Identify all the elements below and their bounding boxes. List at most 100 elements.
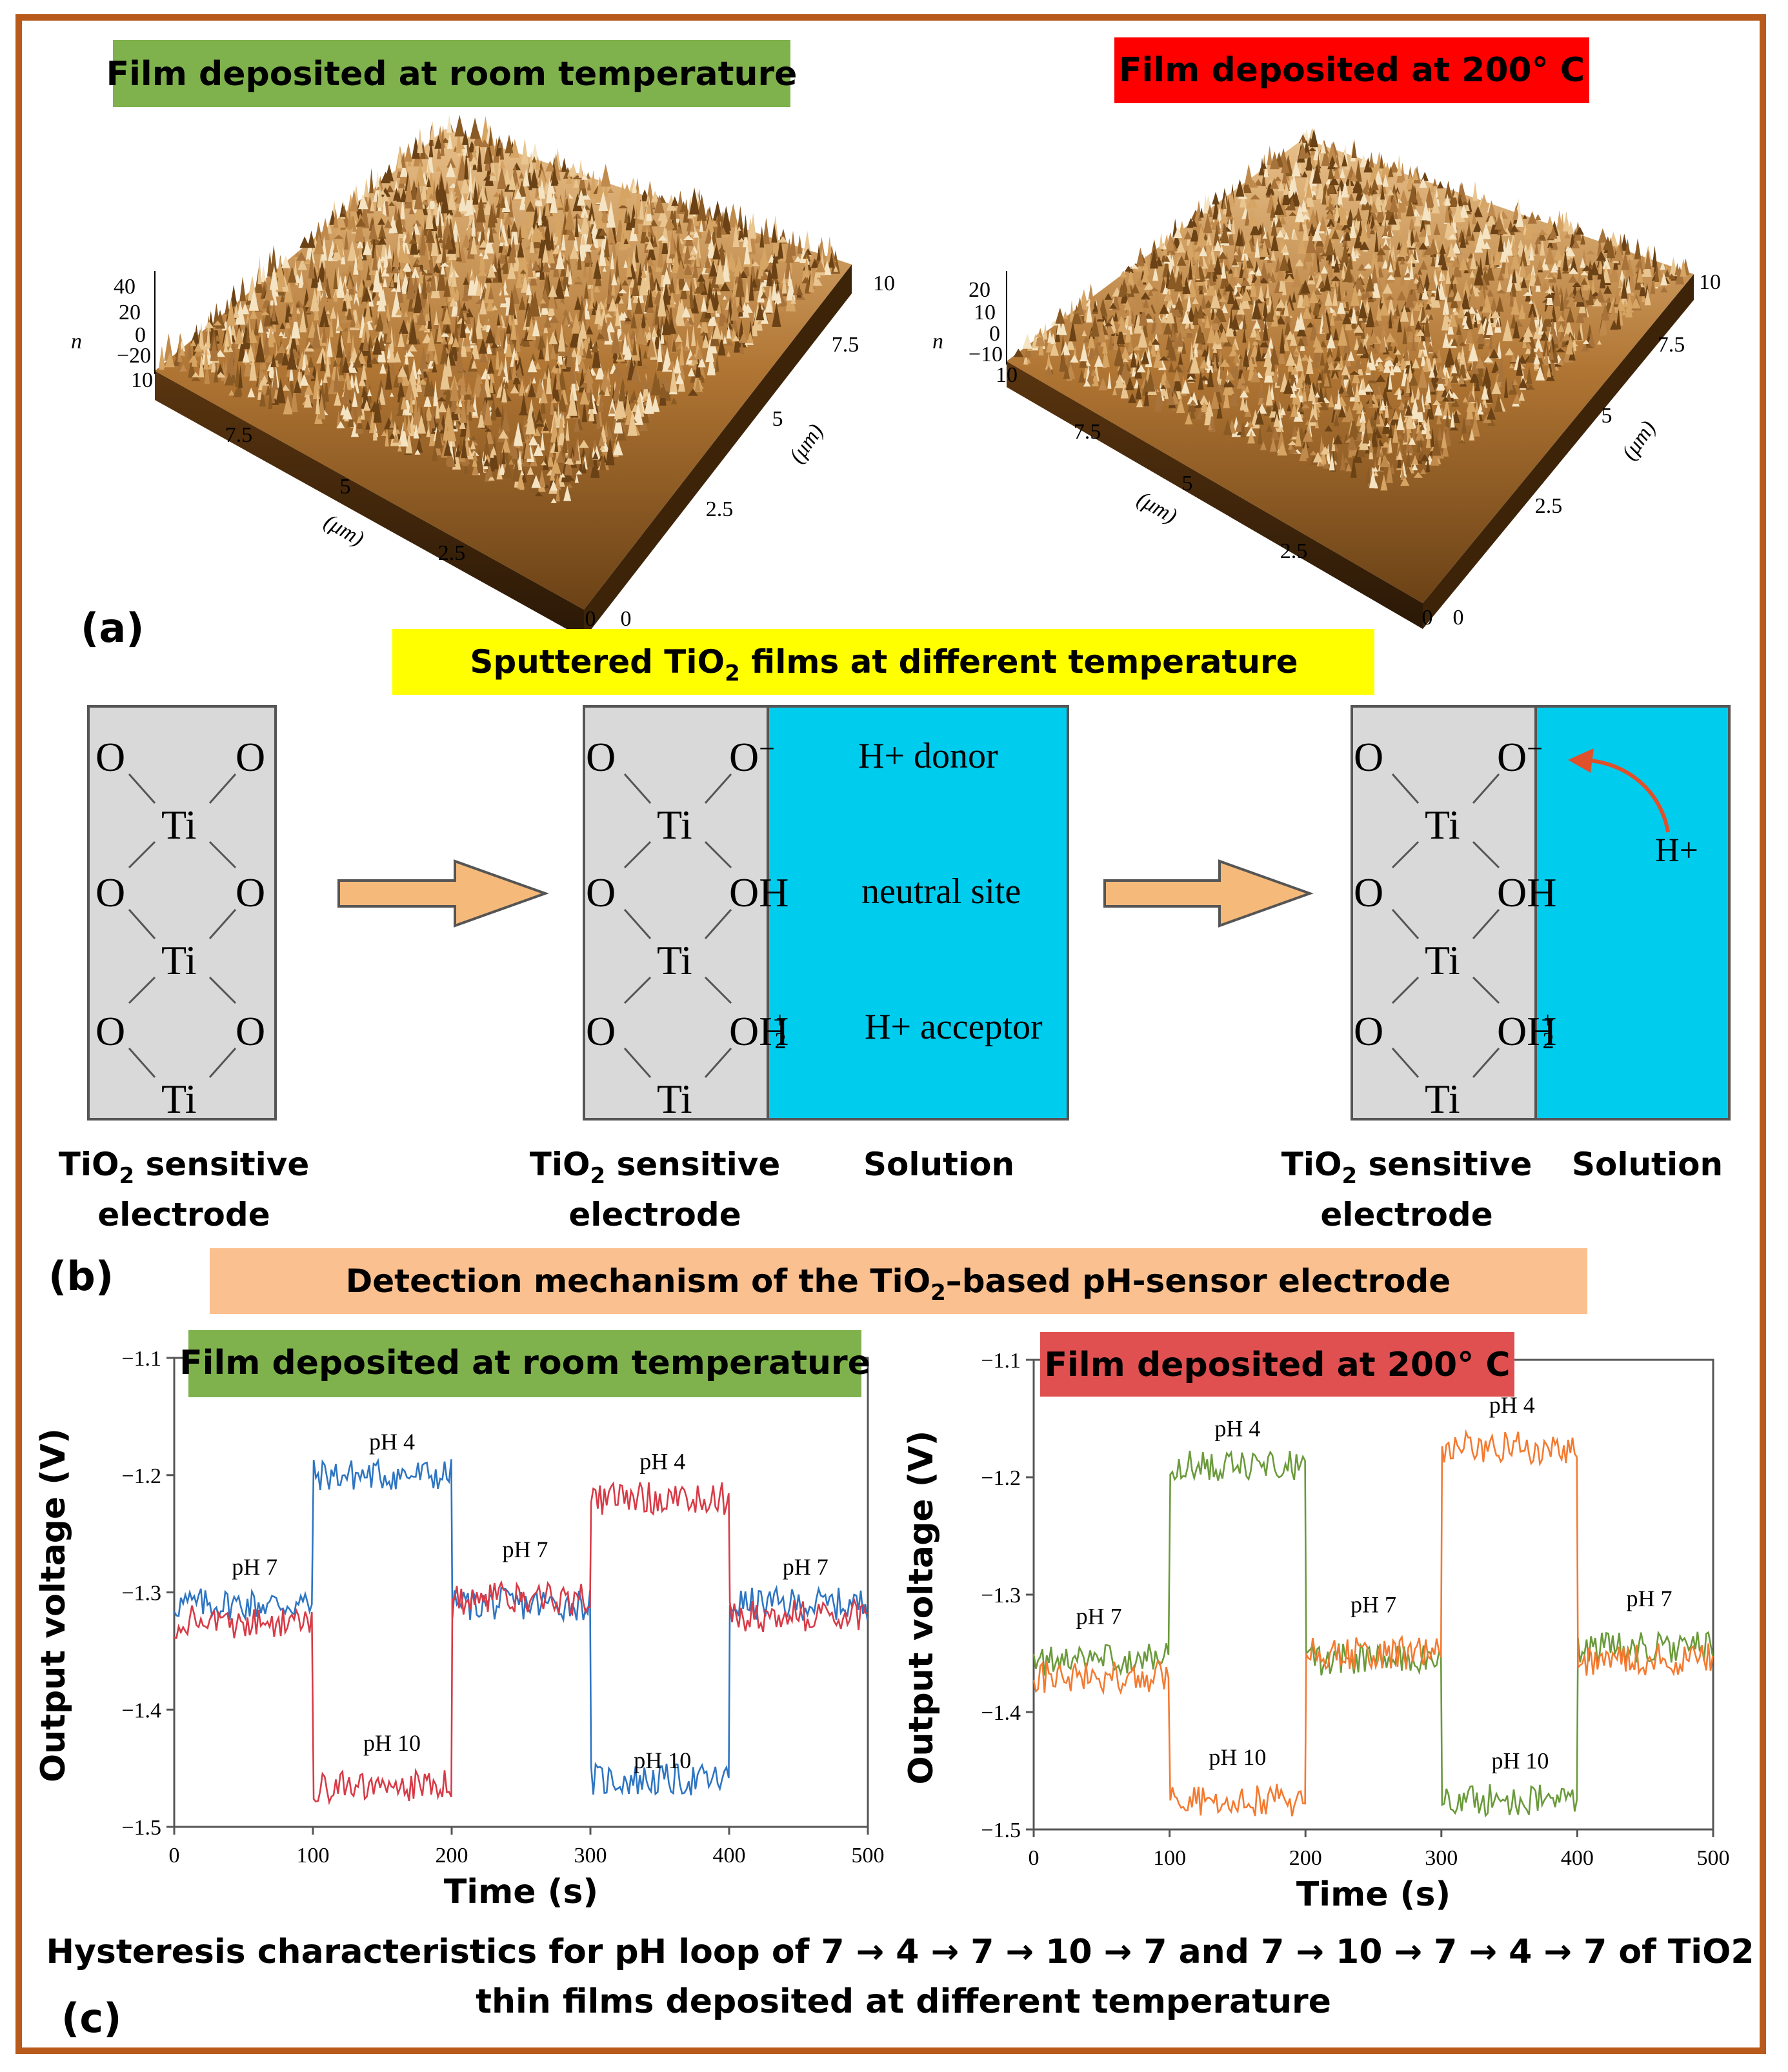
afm-peak [242,348,250,363]
afm-peak [385,363,392,390]
afm-peak [1397,199,1401,219]
afm-peak [428,137,434,157]
afm-peak [305,371,315,379]
afm-peak [352,220,357,232]
afm-peak [1386,403,1393,410]
afm-peak [1198,395,1209,405]
afm-peak [333,268,338,290]
afm-peak [499,141,505,160]
afm-peak [1449,255,1455,261]
afm-peak [1167,377,1176,397]
afm-peak [1120,357,1130,380]
afm-peak [1509,363,1514,368]
afm-peak [1166,296,1174,308]
afm-peak [286,347,297,370]
afm-peak [277,256,284,278]
afm-peak [1320,252,1329,257]
afm-peak [469,156,479,165]
afm-peak [1490,297,1498,312]
afm-peak [352,384,357,395]
afm-peak [259,387,266,407]
afm-peak [598,389,605,395]
afm-peak [1105,324,1115,334]
afm-peak [1198,277,1206,281]
afm-peak [1354,357,1363,370]
afm-peak [557,301,567,308]
afm-peak [1080,342,1088,361]
afm-peak [558,410,565,433]
afm-peak [427,303,432,329]
afm-peak [447,189,457,210]
afm-peak [377,214,388,218]
afm-peak [450,392,458,413]
afm-peak [230,322,236,335]
afm-peak [483,250,489,259]
afm-peak [321,285,328,304]
afm-peak [662,346,672,372]
afm-peak [272,363,278,390]
afm-peak [412,219,422,227]
afm-peak [1365,334,1374,346]
afm-peak [1449,424,1459,431]
afm-peak [580,348,588,358]
afm-peak [1242,328,1247,343]
afm-peak [1541,319,1548,332]
afm-peak [248,289,259,311]
afm-peak [1128,393,1137,403]
afm-peak [1162,378,1171,388]
afm-peak [1369,370,1376,381]
afm-peak [1425,377,1436,392]
afm-peak [1098,377,1108,391]
afm-peak [1308,264,1315,276]
afm-peak [691,324,696,346]
afm-peak [1078,369,1085,383]
afm-peak [1504,377,1509,398]
afm-peak [1225,372,1235,381]
afm-peak [532,377,536,384]
afm-peak [1470,232,1475,241]
afm-peak [675,276,680,295]
afm-peak [1118,315,1125,324]
afm-peak [563,309,569,315]
afm-peak [416,437,423,453]
afm-peak [1445,181,1452,199]
afm-peak [416,370,423,392]
afm-peak [549,480,557,491]
afm-peak [356,217,367,227]
afm-peak [535,155,541,170]
afm-peak [1433,223,1440,235]
afm-peak [495,344,504,352]
afm-peak [1426,298,1432,304]
afm-peak [566,483,573,488]
afm-peak [1543,303,1554,319]
afm-peak [1298,218,1303,232]
afm-peak [641,313,647,328]
afm-peak [623,238,629,244]
afm-peak [1511,295,1520,315]
afm-peak [561,157,567,172]
afm-peak [1435,284,1440,301]
afm-peak [687,367,696,377]
afm-peak [1442,294,1450,315]
afm-peak [697,273,705,282]
afm-peak [583,252,593,263]
afm-peak [365,298,372,322]
afm-peak [1510,224,1519,232]
afm-peak [1615,284,1620,304]
afm-peak [1318,399,1329,410]
afm-peak [477,184,488,203]
afm-peak [508,459,514,465]
afm-peak [1343,332,1351,354]
afm-peak [803,250,810,259]
afm-peak [1146,304,1154,314]
afm-peak [525,304,532,327]
afm-peak [588,299,594,309]
afm-peak [1598,228,1608,243]
afm-peak [555,363,559,368]
afm-peak [397,444,402,452]
afm-peak [1292,290,1296,303]
afm-peak [387,345,391,359]
afm-peak [301,352,306,371]
afm-peak [500,263,508,270]
afm-peak [1396,162,1402,176]
